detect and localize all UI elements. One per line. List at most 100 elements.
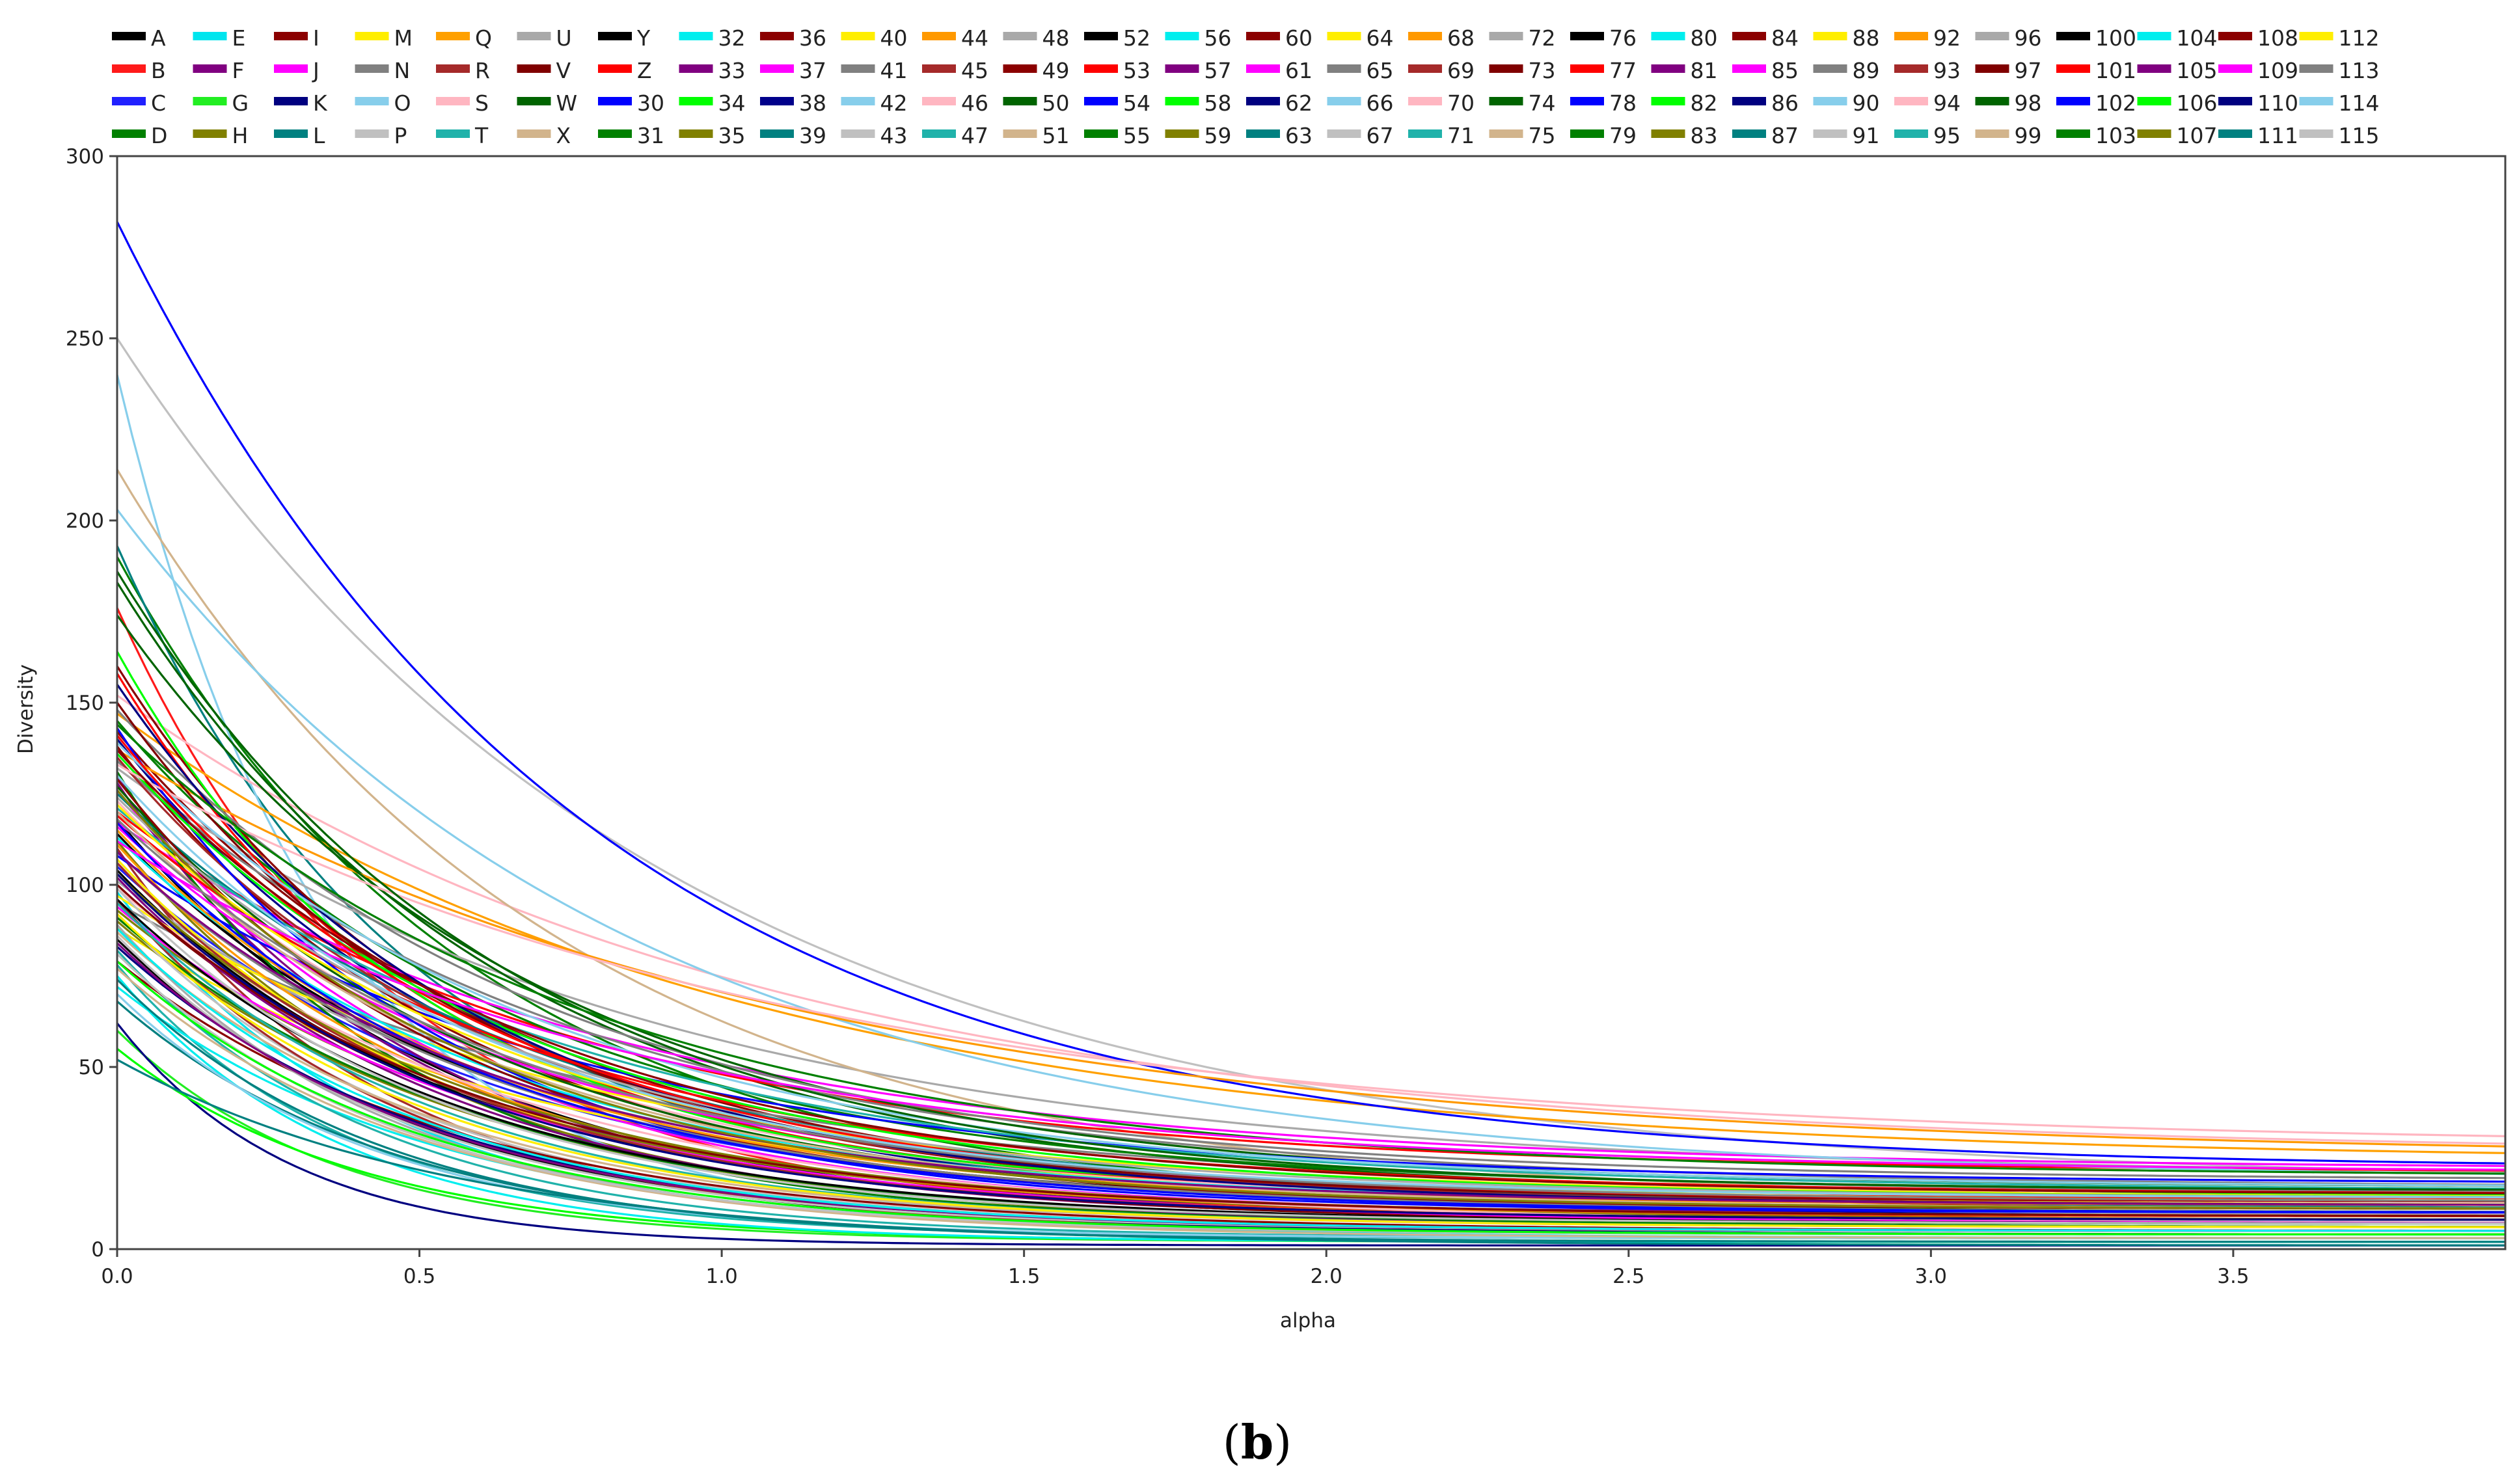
plot-lines [116,221,2506,1247]
legend-label-50: 50 [1042,90,1070,116]
legend-label-61: 61 [1285,58,1313,83]
legend-swatch-70 [1408,97,1442,105]
legend-swatch-108 [2218,32,2252,40]
legend-swatch-D [112,129,146,138]
legend-swatch-73 [1489,64,1523,73]
legend-label-81: 81 [1691,58,1718,83]
legend-label-35: 35 [718,123,746,148]
legend-label-52: 52 [1123,25,1150,51]
legend-label-42: 42 [880,90,908,116]
legend-swatch-56 [1165,32,1199,40]
legend-swatch-111 [2218,129,2252,138]
legend-swatch-47 [922,129,956,138]
legend-label-96: 96 [2015,25,2042,51]
legend-label-R: R [475,58,490,83]
legend-swatch-59 [1165,129,1199,138]
legend-swatch-38 [760,97,794,105]
series-line-112 [116,913,2505,1228]
legend-swatch-M [355,32,389,40]
legend-swatch-39 [760,129,794,138]
legend-label-66: 66 [1367,90,1394,116]
y-tick-label: 150 [66,692,104,715]
y-tick-label: 50 [79,1056,104,1079]
legend-swatch-101 [2056,64,2090,73]
legend-label-97: 97 [2015,58,2042,83]
legend-swatch-34 [679,97,713,105]
legend-swatch-32 [679,32,713,40]
legend-swatch-53 [1084,64,1118,73]
legend-swatch-80 [1651,32,1685,40]
legend-label-112: 112 [2339,25,2380,51]
legend-label-57: 57 [1204,58,1232,83]
legend-swatch-37 [760,64,794,73]
legend-swatch-X [517,129,551,138]
legend-swatch-30 [598,97,632,105]
legend-swatch-36 [760,32,794,40]
legend-label-75: 75 [1529,123,1556,148]
legend-swatch-74 [1489,97,1523,105]
legend-label-M: M [394,25,413,51]
legend-label-71: 71 [1447,123,1475,148]
series-line-Q [116,712,2506,1154]
y-tick-label: 100 [66,874,104,897]
legend-label-111: 111 [2257,123,2298,148]
series-line-97 [116,884,2505,1217]
legend-label-67: 67 [1367,123,1394,148]
x-axis-title: alpha [1280,1309,1336,1332]
legend-swatch-I [274,32,308,40]
legend-swatch-94 [1894,97,1928,105]
legend-label-86: 86 [1771,90,1799,116]
legend-label-98: 98 [2015,90,2042,116]
legend-swatch-43 [841,129,875,138]
x-tick-label: 0.5 [403,1265,435,1288]
legend-swatch-110 [2218,97,2252,105]
series-line-113 [116,818,2505,1202]
legend-label-85: 85 [1771,58,1799,83]
legend-label-90: 90 [1853,90,1880,116]
legend-swatch-35 [679,129,713,138]
legend-label-T: T [474,123,489,148]
legend-label-92: 92 [1933,25,1961,51]
legend-swatch-57 [1165,64,1199,73]
legend-swatch-84 [1732,32,1766,40]
legend-swatch-91 [1813,129,1847,138]
legend-swatch-81 [1651,64,1685,73]
legend-label-84: 84 [1771,25,1799,51]
legend-swatch-88 [1813,32,1847,40]
legend-swatch-K [274,97,308,105]
legend-swatch-A [112,32,146,40]
legend-label-93: 93 [1933,58,1961,83]
legend-label-B: B [151,58,166,83]
legend-swatch-31 [598,129,632,138]
series-line-87 [116,978,2505,1243]
legend-label-37: 37 [799,58,826,83]
legend-label-102: 102 [2095,90,2136,116]
legend-label-89: 89 [1853,58,1880,83]
legend-swatch-P [355,129,389,138]
legend-swatch-104 [2137,32,2171,40]
legend-label-103: 103 [2095,123,2136,148]
panel-label-open: ( [1223,1415,1241,1470]
legend-swatch-89 [1813,64,1847,73]
legend-swatch-Z [598,64,632,73]
legend-swatch-E [193,32,227,40]
legend-label-W: W [556,90,578,116]
series-line-90 [116,742,2506,1187]
legend-swatch-U [517,32,551,40]
legend-swatch-115 [2299,129,2333,138]
legend-swatch-J [274,64,308,73]
legend-label-99: 99 [2015,123,2042,148]
legend-swatch-106 [2137,97,2171,105]
legend-label-X: X [556,123,571,148]
legend-swatch-92 [1894,32,1928,40]
series-line-44 [116,749,2506,1148]
legend-swatch-Q [436,32,470,40]
series-line-P [116,338,2506,1174]
series-line-102 [116,822,2506,1213]
legend-label-J: J [312,58,320,83]
legend-label-74: 74 [1529,90,1556,116]
series-line-109 [116,840,2506,1171]
legend-swatch-100 [2056,32,2090,40]
legend-label-K: K [313,90,328,116]
